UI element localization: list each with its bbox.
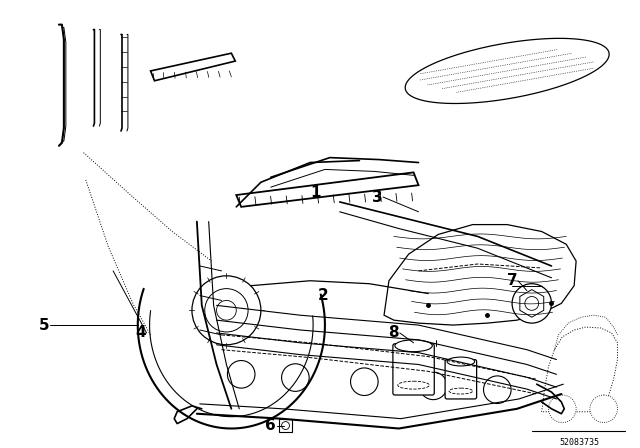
Text: 1: 1 bbox=[310, 185, 321, 200]
Circle shape bbox=[227, 361, 255, 388]
Polygon shape bbox=[150, 53, 236, 81]
Ellipse shape bbox=[395, 340, 432, 352]
Text: 5: 5 bbox=[39, 318, 49, 332]
Circle shape bbox=[351, 368, 378, 396]
Polygon shape bbox=[384, 224, 576, 325]
Text: 52083735: 52083735 bbox=[559, 438, 599, 448]
Circle shape bbox=[216, 301, 236, 320]
Circle shape bbox=[431, 239, 494, 302]
Text: 2: 2 bbox=[317, 288, 328, 303]
Circle shape bbox=[205, 289, 248, 332]
FancyBboxPatch shape bbox=[278, 418, 292, 432]
Text: 3: 3 bbox=[372, 190, 383, 205]
Circle shape bbox=[548, 395, 576, 422]
Text: 6: 6 bbox=[266, 418, 276, 433]
Ellipse shape bbox=[447, 357, 475, 366]
Circle shape bbox=[443, 251, 483, 291]
Circle shape bbox=[484, 376, 511, 404]
Polygon shape bbox=[236, 172, 419, 207]
Circle shape bbox=[454, 262, 472, 280]
Polygon shape bbox=[541, 327, 618, 412]
Circle shape bbox=[282, 364, 309, 392]
FancyBboxPatch shape bbox=[445, 360, 477, 399]
FancyBboxPatch shape bbox=[393, 344, 435, 395]
Circle shape bbox=[525, 297, 539, 310]
Circle shape bbox=[512, 284, 552, 323]
Polygon shape bbox=[405, 39, 609, 103]
Circle shape bbox=[282, 422, 289, 430]
Circle shape bbox=[192, 276, 261, 345]
Circle shape bbox=[419, 372, 447, 400]
Circle shape bbox=[590, 395, 618, 422]
Text: 8: 8 bbox=[388, 325, 399, 340]
Text: 7: 7 bbox=[507, 273, 517, 288]
Text: 4: 4 bbox=[136, 325, 146, 340]
